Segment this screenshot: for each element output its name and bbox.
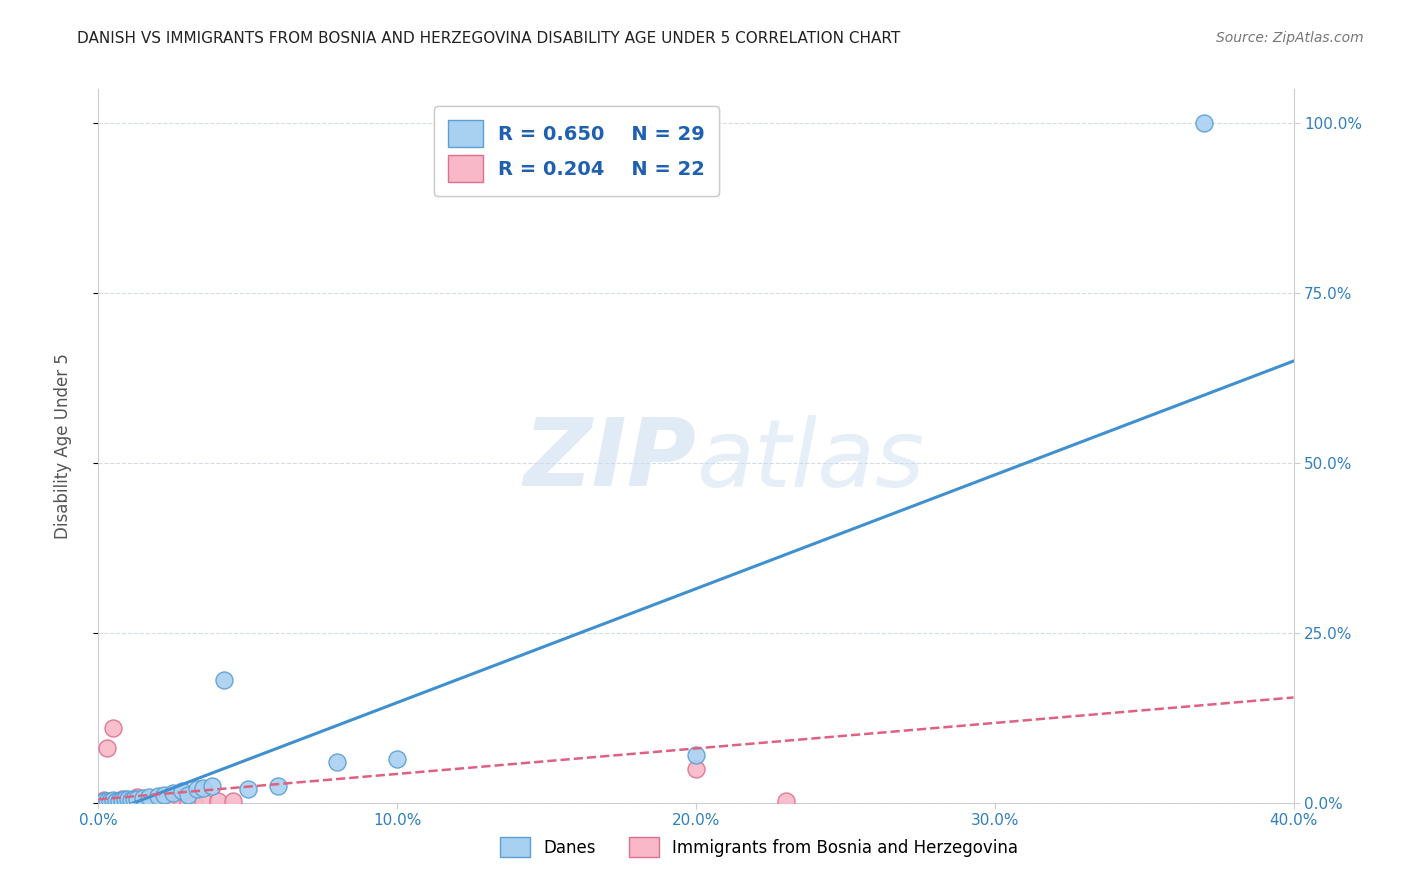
Point — [326, 755, 349, 769]
Point — [775, 794, 797, 808]
Point — [148, 789, 170, 803]
Point — [177, 794, 200, 808]
Point — [236, 782, 259, 797]
Point — [105, 794, 128, 808]
Point — [186, 782, 208, 797]
Point — [96, 741, 118, 756]
Point — [127, 790, 149, 805]
Point — [117, 794, 139, 808]
Point — [148, 792, 170, 806]
Point — [132, 791, 155, 805]
Point — [267, 779, 290, 793]
Point — [153, 793, 176, 807]
Point — [103, 721, 125, 735]
Point — [108, 794, 131, 808]
Point — [103, 793, 125, 807]
Text: atlas: atlas — [696, 415, 924, 506]
Point — [117, 792, 139, 806]
Point — [153, 788, 176, 802]
Point — [132, 793, 155, 807]
Point — [120, 793, 142, 807]
Point — [172, 794, 194, 808]
Point — [385, 751, 409, 765]
Point — [105, 794, 128, 808]
Point — [93, 794, 115, 808]
Y-axis label: Disability Age Under 5: Disability Age Under 5 — [53, 353, 72, 539]
Point — [138, 794, 160, 808]
Point — [201, 779, 224, 793]
Point — [124, 794, 146, 808]
Point — [114, 792, 136, 806]
Point — [111, 792, 134, 806]
Point — [111, 793, 134, 807]
Point — [191, 780, 214, 795]
Point — [93, 793, 115, 807]
Point — [138, 790, 160, 805]
Point — [96, 794, 118, 808]
Point — [162, 786, 184, 800]
Point — [212, 673, 235, 688]
Point — [222, 794, 245, 808]
Point — [127, 791, 149, 805]
Point — [124, 792, 146, 806]
Text: DANISH VS IMMIGRANTS FROM BOSNIA AND HERZEGOVINA DISABILITY AGE UNDER 5 CORRELAT: DANISH VS IMMIGRANTS FROM BOSNIA AND HER… — [77, 31, 901, 46]
Text: ZIP: ZIP — [523, 414, 696, 507]
Legend: Danes, Immigrants from Bosnia and Herzegovina: Danes, Immigrants from Bosnia and Herzeg… — [492, 829, 1026, 866]
Point — [685, 748, 707, 763]
Point — [685, 762, 707, 776]
Point — [207, 794, 229, 808]
Point — [162, 794, 184, 808]
Point — [172, 783, 194, 797]
Point — [191, 794, 214, 808]
Text: Source: ZipAtlas.com: Source: ZipAtlas.com — [1216, 31, 1364, 45]
Point — [98, 794, 122, 808]
Point — [141, 794, 163, 808]
Point — [183, 794, 205, 808]
Legend: R = 0.650    N = 29, R = 0.204    N = 22: R = 0.650 N = 29, R = 0.204 N = 22 — [434, 106, 718, 196]
Point — [177, 788, 200, 802]
Point — [1192, 116, 1215, 130]
